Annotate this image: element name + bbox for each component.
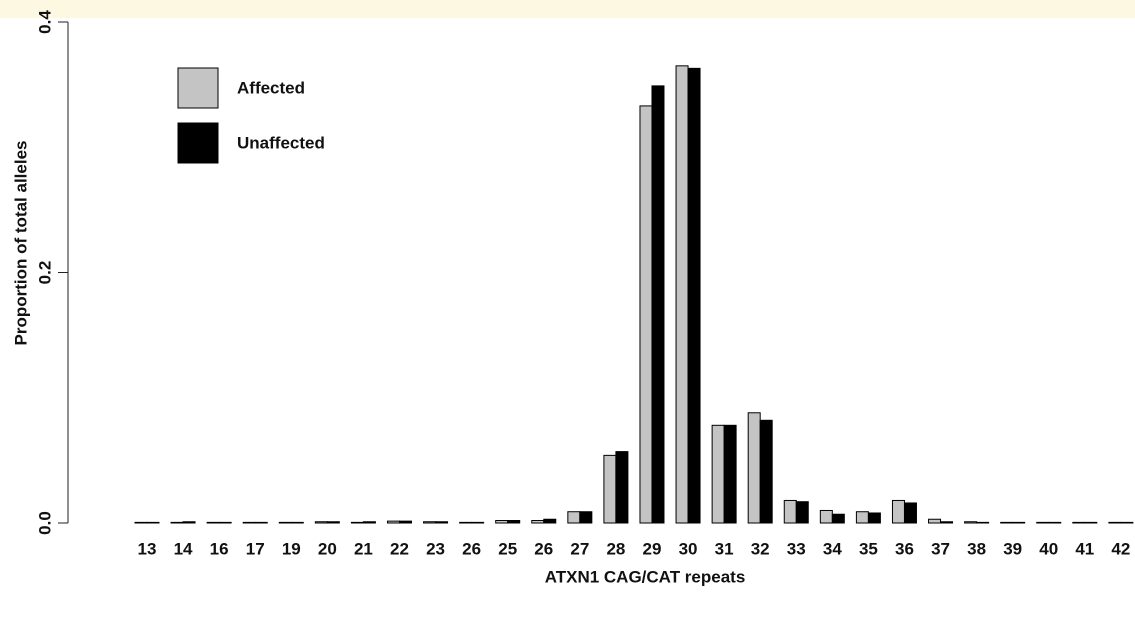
x-tick-label: 14 (174, 539, 193, 558)
bar (615, 451, 629, 524)
bar (783, 499, 797, 524)
bar (747, 412, 761, 524)
bar (398, 520, 412, 524)
x-tick-label: 30 (679, 539, 698, 558)
y-axis-title: Proportion of total alleles (11, 141, 30, 346)
bar (711, 424, 725, 524)
bar (423, 521, 437, 524)
bar (1048, 521, 1062, 524)
bar (964, 521, 978, 524)
bar (278, 521, 292, 524)
x-tick-label: 21 (354, 539, 373, 558)
legend-swatch (177, 67, 219, 109)
bar (206, 521, 220, 524)
bar (350, 521, 364, 524)
top-band (0, 0, 1135, 18)
bar (459, 521, 473, 524)
bar (507, 519, 521, 524)
bar (687, 67, 701, 524)
x-tick-label: 27 (570, 539, 589, 558)
bar (170, 521, 184, 524)
bar (795, 501, 809, 524)
legend-label: Affected (237, 78, 305, 97)
bar (182, 521, 196, 524)
bar (675, 65, 689, 524)
bar (1000, 521, 1014, 524)
bar (326, 521, 340, 524)
x-tick-label: 26 (462, 539, 481, 558)
x-tick-label: 36 (895, 539, 914, 558)
x-tick-label: 37 (931, 539, 950, 558)
x-tick-label: 16 (210, 539, 229, 558)
bar (471, 521, 485, 524)
x-tick-label: 20 (318, 539, 337, 558)
bar (435, 521, 449, 524)
x-axis-title: ATXN1 CAG/CAT repeats (545, 567, 746, 586)
bar (218, 521, 232, 524)
bar (603, 454, 617, 524)
bar (903, 502, 917, 524)
x-tick-label: 31 (715, 539, 734, 558)
y-tick-label: 0.0 (35, 511, 54, 535)
bar (639, 105, 653, 524)
bar (543, 518, 557, 524)
legend-label: Unaffected (237, 133, 325, 152)
bar (759, 419, 773, 524)
bar (386, 520, 400, 524)
x-tick-label: 38 (967, 539, 986, 558)
legend-swatch (177, 122, 219, 164)
bar (928, 518, 942, 524)
bar (1120, 521, 1134, 524)
bar (242, 521, 256, 524)
bar (531, 519, 545, 524)
y-tick-label: 0.4 (35, 10, 54, 34)
bar (651, 85, 665, 524)
bar (1012, 521, 1026, 524)
bar (940, 521, 954, 524)
bar (495, 519, 509, 524)
bar (567, 511, 581, 524)
bar (831, 513, 845, 524)
x-tick-label: 25 (498, 539, 517, 558)
x-tick-label: 33 (787, 539, 806, 558)
x-tick-label: 32 (751, 539, 770, 558)
bar (867, 512, 881, 524)
x-tick-label: 39 (1003, 539, 1022, 558)
x-tick-label: 40 (1039, 539, 1058, 558)
bar (723, 424, 737, 524)
bar (891, 499, 905, 524)
bar (134, 521, 148, 524)
x-tick-label: 34 (823, 539, 842, 558)
x-tick-label: 13 (138, 539, 157, 558)
x-tick-label: 17 (246, 539, 265, 558)
bar (362, 521, 376, 524)
x-tick-label: 29 (643, 539, 662, 558)
bar (290, 521, 304, 524)
x-tick-label: 26 (534, 539, 553, 558)
bar (1036, 521, 1050, 524)
bar (146, 521, 160, 524)
x-tick-label: 42 (1111, 539, 1130, 558)
x-tick-label: 22 (390, 539, 409, 558)
x-tick-label: 41 (1075, 539, 1094, 558)
x-tick-label: 28 (606, 539, 625, 558)
bar (1072, 521, 1086, 524)
x-tick-label: 19 (282, 539, 301, 558)
bar (1108, 521, 1122, 524)
bar (819, 509, 833, 524)
bar (579, 511, 593, 524)
x-tick-label: 23 (426, 539, 445, 558)
x-tick-label: 35 (859, 539, 878, 558)
bar (314, 521, 328, 524)
bar (254, 521, 268, 524)
bar (976, 521, 990, 524)
bar (1084, 521, 1098, 524)
bar (855, 511, 869, 524)
y-tick-label: 0.2 (35, 261, 54, 285)
